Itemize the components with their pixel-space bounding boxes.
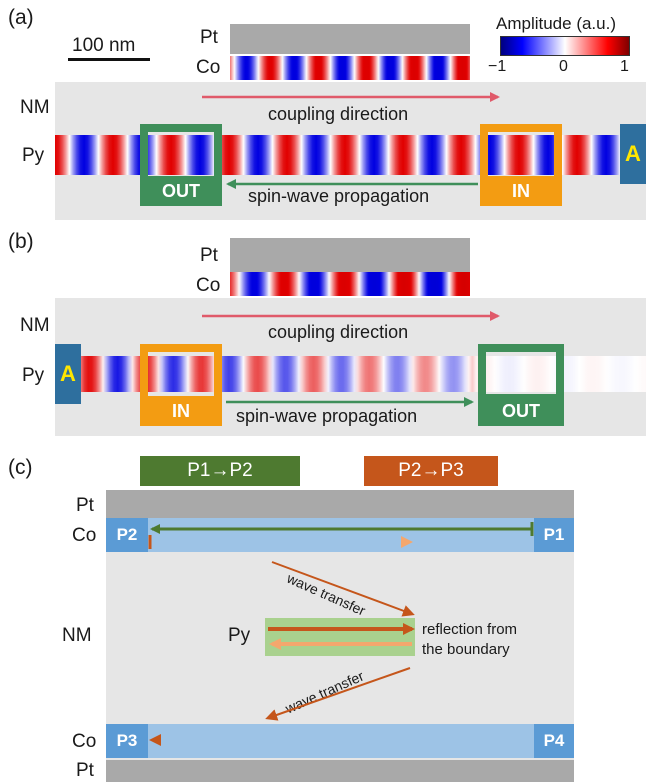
antenna-b: A [55,344,81,404]
pt-bottom-label-c: Pt [76,760,94,781]
legend-tick-mid: 0 [559,58,568,75]
pt-layer-b [230,238,470,272]
reflection-line2: the boundary [422,641,510,658]
legend-title: Amplitude (a.u.) [496,14,616,33]
co-label-a: Co [196,57,221,78]
co-top-layer-c [106,518,574,552]
out-box-a: OUT [140,176,222,206]
wave-transfer-arrow-top [271,561,415,617]
py-strip-c [265,618,415,656]
py-label-a: Py [22,145,45,166]
pt-label-b: Pt [200,245,218,266]
co-label-b: Co [196,275,221,296]
header-p1-p2: P1→P2 [140,456,300,486]
spin-wave-propagation-text-a: spin-wave propagation [248,186,430,206]
scale-bar [68,58,150,61]
co-wave-strip-b [230,272,470,296]
port-p3: P3 [106,724,148,758]
panel-a-label: (a) [8,6,34,29]
reflection-line1: reflection from [422,621,518,638]
py-label-c: Py [228,625,251,646]
pt-top-label-c: Pt [76,495,94,516]
pt-top-layer-c [106,490,574,518]
nm-label-c: NM [62,625,92,646]
colorbar [500,36,630,56]
pt-bottom-layer-c [106,760,574,782]
header-p2-p3: P2→P3 [364,456,498,486]
pt-layer-a [230,24,470,54]
legend-tick-max: 1 [620,58,629,75]
co-top-label-c: Co [72,525,97,546]
nm-label-b: NM [20,315,50,336]
py-label-b: Py [22,365,45,386]
py-wave-strip-b [55,356,646,392]
spin-wave-propagation-text-b: spin-wave propagation [236,406,418,426]
pt-label-a: Pt [200,27,218,48]
coupling-direction-text-a: coupling direction [268,104,409,124]
nm-label-a: NM [20,97,50,118]
out-box-b: OUT [478,396,564,426]
in-box-a: IN [480,176,562,206]
wave-transfer-arrow-bottom [265,667,411,721]
antenna-a: A [620,124,646,184]
port-p4: P4 [534,724,574,758]
co-wave-strip-a [230,56,470,80]
port-p1: P1 [534,518,574,552]
py-wave-strip-a [55,135,635,175]
panel-b-label: (b) [8,230,34,253]
panel-c-label: (c) [8,456,33,479]
in-box-b: IN [140,396,222,426]
port-p2: P2 [106,518,148,552]
legend-tick-min: −1 [488,58,507,75]
scale-bar-label: 100 nm [72,35,136,56]
coupling-direction-text-b: coupling direction [268,322,409,342]
co-bottom-label-c: Co [72,731,97,752]
